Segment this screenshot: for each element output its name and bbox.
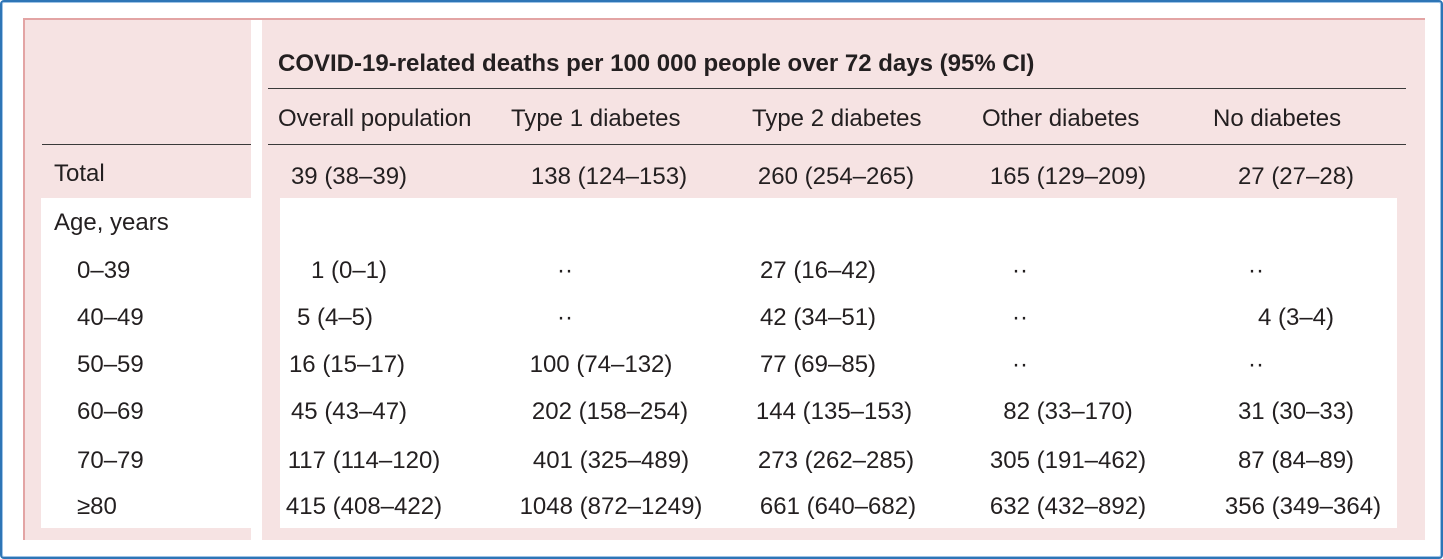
cell-total-type1: 138 (124–153) — [530, 163, 688, 190]
col-header-overall: Overall population — [278, 105, 472, 132]
table-cell: 45 (43–47) — [290, 398, 408, 425]
column-gap — [251, 10, 262, 550]
table-cell: 1048 (872–1249) — [519, 493, 703, 520]
table-cell: 77 (69–85) — [759, 351, 877, 378]
table-cell: 356 (349–364) — [1224, 493, 1382, 520]
row-label: 70–79 — [77, 447, 144, 474]
bottom-margin-background — [23, 528, 1425, 540]
cell-total-overall: 39 (38–39) — [290, 163, 408, 190]
row-label: 0–39 — [77, 257, 131, 284]
row-label: 40–49 — [77, 304, 144, 331]
table-cell: 42 (34–51) — [759, 304, 877, 331]
age-section-header: Age, years — [54, 209, 169, 236]
table-cell: ·· — [557, 304, 573, 331]
table-cell: ·· — [1012, 257, 1028, 284]
cell-total-none: 27 (27–28) — [1237, 163, 1355, 190]
stub-rule — [42, 144, 251, 145]
table-cell: 415 (408–422) — [285, 493, 443, 520]
header-background — [262, 18, 1425, 198]
header-rule — [268, 144, 1406, 145]
col-header-other: Other diabetes — [982, 105, 1140, 132]
title-rule — [268, 88, 1406, 89]
stub-header-background — [23, 18, 251, 198]
table-cell: 117 (114–120) — [287, 447, 441, 474]
cell-total-type2: 260 (254–265) — [757, 163, 915, 190]
row-label: 60–69 — [77, 398, 144, 425]
table-cell: 27 (16–42) — [759, 257, 877, 284]
table-cell: 31 (30–33) — [1237, 398, 1355, 425]
col-header-type2: Type 2 diabetes — [752, 105, 922, 132]
table-cell: ·· — [1248, 351, 1264, 378]
col-header-type1: Type 1 diabetes — [511, 105, 681, 132]
table-cell: ·· — [1012, 351, 1028, 378]
table-cell: 305 (191–462) — [989, 447, 1147, 474]
right-margin-background — [1397, 18, 1425, 538]
main-left-margin-background — [262, 18, 280, 540]
row-label: ≥80 — [77, 493, 117, 520]
table-cell: 16 (15–17) — [288, 351, 406, 378]
table-cell: 632 (432–892) — [989, 493, 1147, 520]
table-cell: ·· — [1012, 304, 1028, 331]
left-margin-background — [23, 18, 41, 540]
table-cell: 144 (135–153) — [755, 398, 913, 425]
table-cell: 401 (325–489) — [532, 447, 690, 474]
table-cell: ·· — [557, 257, 573, 284]
cell-total-other: 165 (129–209) — [989, 163, 1147, 190]
table-cell: 87 (84–89) — [1237, 447, 1355, 474]
table-cell: 4 (3–4) — [1257, 304, 1335, 331]
table-cell: 1 (0–1) — [310, 257, 388, 284]
table-cell: 273 (262–285) — [757, 447, 915, 474]
row-label: 50–59 — [77, 351, 144, 378]
col-header-none: No diabetes — [1213, 105, 1342, 132]
table-cell: 100 (74–132) — [529, 351, 673, 378]
table-cell: 661 (640–682) — [759, 493, 917, 520]
left-border — [23, 18, 25, 540]
row-label-total: Total — [54, 160, 105, 187]
table-title: COVID-19-related deaths per 100 000 peop… — [278, 50, 1035, 77]
table-cell: ·· — [1248, 257, 1264, 284]
table-cell: 202 (158–254) — [531, 398, 689, 425]
table-cell: 5 (4–5) — [296, 304, 374, 331]
table-cell: 82 (33–170) — [1003, 398, 1133, 425]
top-border — [23, 18, 1425, 20]
